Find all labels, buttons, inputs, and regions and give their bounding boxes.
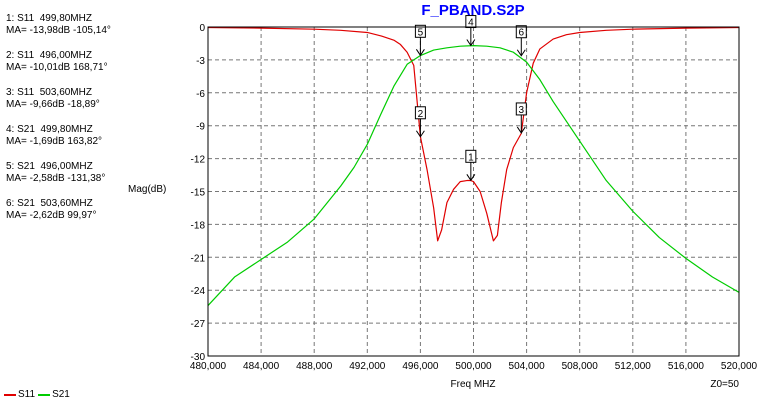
series-line-s21 [207,45,740,306]
legend-swatch-s11 [4,394,16,396]
marker-readout-1: 1: S11 499,80MHZ MA= -13,98dB -105,14° [6,13,196,50]
y-tick-label: -18 [191,220,206,231]
marker-box [414,24,426,38]
tick-labels: 480,000 484,000 488,000 492,000 496,000 500,0… [190,23,757,372]
marker-5[interactable]: 5 [414,24,426,57]
marker-readout-panel: 1: S11 499,80MHZ MA= -13,98dB -105,14° 2… [6,13,196,235]
y-tick-label: -9 [196,122,205,133]
marker-readout-freq: 3: S11 503,60MHZ [6,87,92,98]
marker-readout-6: 6: S21 503,60MHZ MA= -2,62dB 99,97° [6,198,196,235]
legend-swatch-s21 [38,394,51,396]
marker-readout-3: 3: S11 503,60MHZ MA= -9,66dB -18,89° [6,87,196,124]
x-tick-label: 480,000 [190,361,227,372]
x-tick-label: 508,000 [562,361,599,372]
marker-readout-freq: 4: S21 499,80MHZ [6,124,93,135]
marker-readout-freq: 2: S11 496,00MHZ [6,50,92,61]
marker-readout-value: MA= -10,01dB 168,71° [6,62,108,73]
marker-label: 1 [468,152,474,163]
marker-label: 3 [519,105,525,116]
marker-readout-4: 4: S21 499,80MHZ MA= -1,69dB 163,82° [6,124,196,161]
marker-readout-value: MA= -2,62dB 99,97° [6,210,97,221]
marker-readout-value: MA= -2,58dB -131,38° [6,173,106,184]
marker-1[interactable]: 1 [465,149,477,182]
marker-box [515,102,527,116]
y-tick-label: -6 [196,89,205,100]
y-tick-label: -24 [191,286,206,297]
marker-arrowhead [516,126,526,134]
marker-arrowhead [415,130,425,138]
marker-box [465,149,477,163]
x-tick-label: 488,000 [296,361,333,372]
x-tick-label: 520,000 [721,361,757,372]
marker-6[interactable]: 6 [515,25,527,57]
y-tick-label: -12 [191,155,206,166]
x-axis-label: Freq MHZ [451,379,496,390]
marker-box [465,15,477,29]
y-tick-label: -3 [196,56,205,67]
x-tick-label: 496,000 [402,361,439,372]
x-tick-label: 484,000 [243,361,280,372]
marker-readout-value: MA= -9,66dB -18,89° [6,99,100,110]
marker-readout-5: 5: S21 496,00MHZ MA= -2,58dB -131,38° [6,161,196,198]
marker-label: 6 [519,28,525,39]
y-tick-label: -27 [191,319,206,330]
marker-readout-freq: 6: S21 503,60MHZ [6,198,93,209]
marker-readout-value: MA= -13,98dB -105,14° [6,25,111,36]
legend-label-s21: S21 [52,389,70,400]
marker-readout-value: MA= -1,69dB 163,82° [6,136,103,147]
plot-frame [207,26,740,357]
marker-4[interactable]: 4 [465,15,477,47]
x-tick-label: 492,000 [349,361,386,372]
marker-arrowhead [415,49,425,57]
y-axis-label: Mag(dB) [128,184,166,195]
y-tick-label: -21 [191,253,206,264]
marker-arrowhead [466,39,476,47]
marker-arrowhead [466,174,476,182]
x-tick-label: 504,000 [509,361,546,372]
x-tick-label: 512,000 [615,361,652,372]
marker-2[interactable]: 2 [414,106,426,138]
marker-3[interactable]: 3 [515,102,527,134]
chart-title: F_PBAND.S2P [421,2,524,19]
marker-readout-freq: 5: S21 496,00MHZ [6,161,93,172]
marker-box [414,106,426,120]
chart-markers: 1 2 3 4 5 6 [414,15,527,182]
x-tick-label: 516,000 [668,361,705,372]
y-tick-label: 0 [199,23,205,34]
marker-arrowhead [516,49,526,57]
legend-label-s11: S11 [18,389,36,400]
marker-label: 2 [418,109,424,120]
y-tick-label: -15 [191,188,206,199]
marker-label: 4 [468,18,474,29]
z0-label: Z0=50 [710,379,739,390]
legend: S11 S21 [4,389,73,401]
marker-box [515,25,527,39]
grid [208,27,739,356]
legend-item-s11: S11 [4,389,35,401]
y-tick-label: -30 [191,352,206,363]
marker-label: 5 [418,27,424,38]
marker-readout-2: 2: S11 496,00MHZ MA= -10,01dB 168,71° [6,50,196,87]
marker-readout-freq: 1: S11 499,80MHZ [6,13,92,24]
legend-item-s21: S21 [38,389,70,401]
x-tick-label: 500,000 [455,361,492,372]
